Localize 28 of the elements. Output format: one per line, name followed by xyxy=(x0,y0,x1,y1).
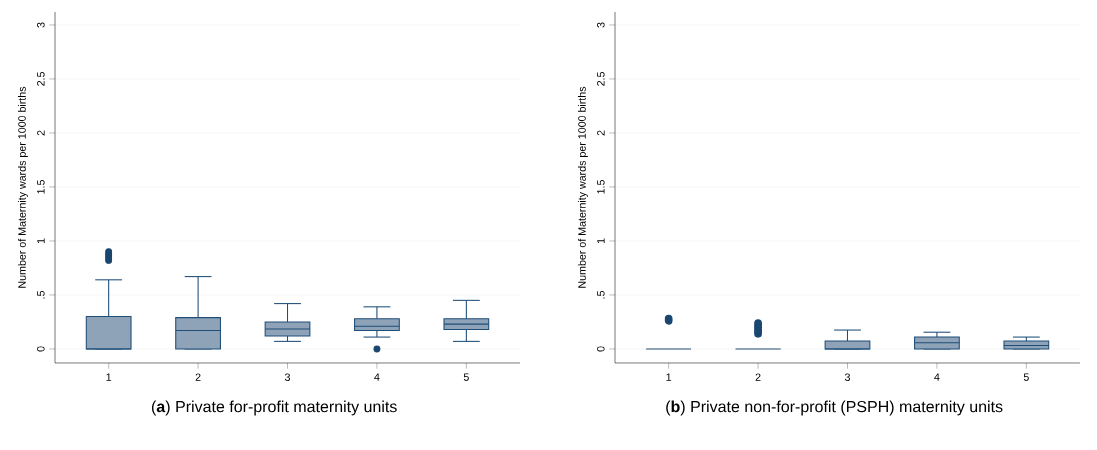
y-tick-label: 1.5 xyxy=(37,179,45,194)
y-tick-label: 3 xyxy=(37,22,45,28)
x-tick-label: 5 xyxy=(1023,373,1029,381)
x-tick-label: 1 xyxy=(106,373,112,381)
y-axis-title: Number of Maternity wards per 1000 births xyxy=(17,86,28,288)
y-axis-title: Number of Maternity wards per 1000 births xyxy=(577,86,588,288)
text: (b) Private non-for-profit (PSPH) maternity units xyxy=(666,400,1003,416)
x-tick-label: 4 xyxy=(934,373,940,381)
x-tick-label: 3 xyxy=(284,373,290,381)
y-tick-label: .5 xyxy=(37,290,45,299)
y-tick-label: 0 xyxy=(37,346,45,352)
y-tick-label: .5 xyxy=(597,290,605,299)
y-tick-label: 1 xyxy=(597,238,605,244)
y-tick-label: 3 xyxy=(597,22,605,28)
y-tick-label: 2 xyxy=(597,130,605,136)
text: (a) Private for-profit maternity units xyxy=(151,400,397,416)
x-tick-label: 4 xyxy=(374,373,380,381)
x-tick-label: 5 xyxy=(463,373,469,381)
x-tick-label: 2 xyxy=(755,373,761,381)
y-tick-label: 1.5 xyxy=(597,179,605,194)
y-tick-label: 2 xyxy=(37,130,45,136)
y-tick-label: 2.5 xyxy=(37,71,45,86)
y-tick-label: 2.5 xyxy=(597,71,605,86)
y-tick-label: 1 xyxy=(37,238,45,244)
x-tick-label: 2 xyxy=(195,373,201,381)
y-tick-label: 0 xyxy=(597,346,605,352)
x-tick-label: 1 xyxy=(666,373,672,381)
x-tick-label: 3 xyxy=(844,373,850,381)
